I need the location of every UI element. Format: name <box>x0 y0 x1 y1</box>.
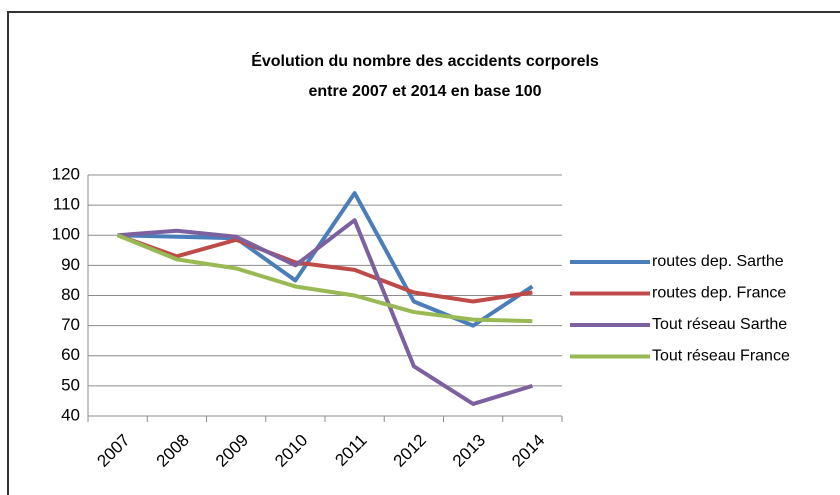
series-line <box>116 233 533 304</box>
legend-label: Tout réseau France <box>652 348 790 365</box>
series-line <box>117 191 534 328</box>
y-tick-label: 120 <box>52 164 80 183</box>
y-tick-label: 50 <box>61 375 80 394</box>
y-tick-label: 110 <box>53 195 80 214</box>
legend-label: Tout réseau Sarthe <box>652 316 787 333</box>
y-tick-label: 80 <box>61 285 80 304</box>
y-tick-label: 90 <box>61 255 80 274</box>
legend-label: routes dep. France <box>652 285 786 302</box>
y-tick-label: 70 <box>61 315 80 334</box>
series-line <box>116 233 533 324</box>
y-tick-label: 40 <box>61 405 80 424</box>
y-tick-label: 60 <box>61 345 80 364</box>
y-tick-label: 100 <box>52 225 80 244</box>
chart-title: entre 2007 et 2014 en base 100 <box>308 83 541 100</box>
chart-frame <box>7 11 840 495</box>
chart-title: Évolution du nombre des accidents corpor… <box>251 51 599 70</box>
legend-label: routes dep. Sarthe <box>652 253 784 270</box>
series-line <box>117 218 533 406</box>
